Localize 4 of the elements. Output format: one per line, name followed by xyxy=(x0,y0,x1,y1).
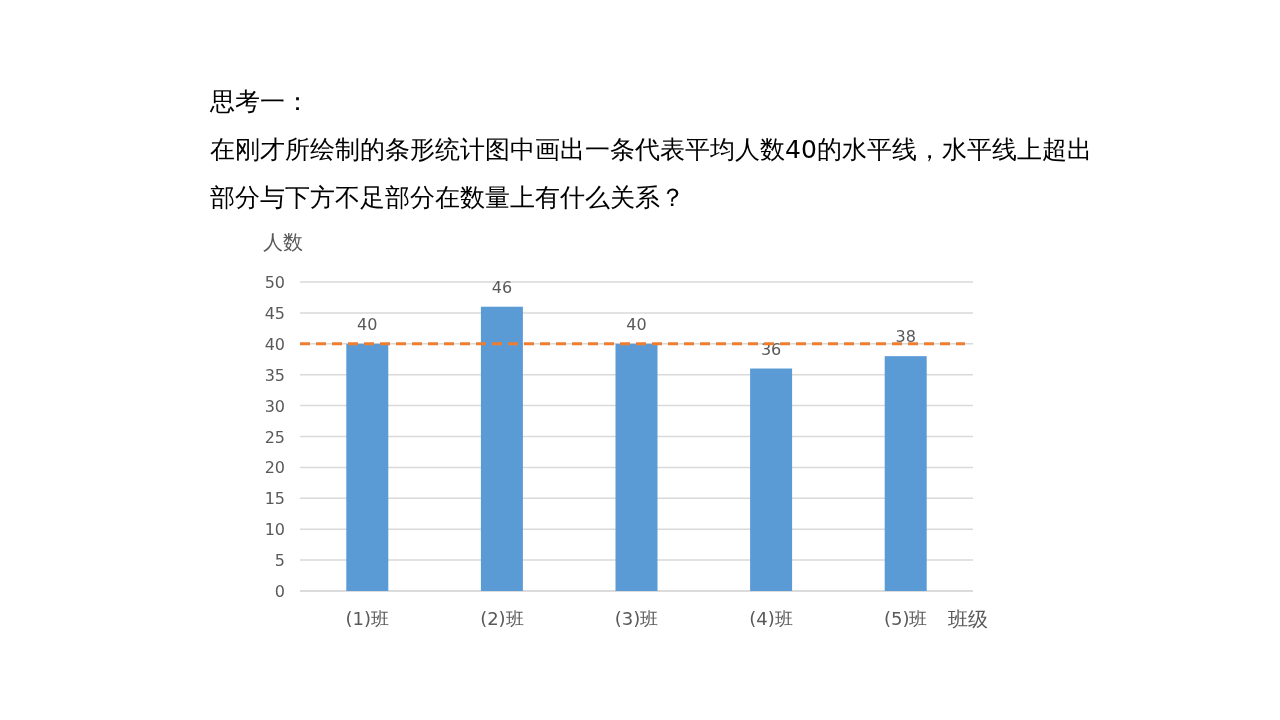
ylabel: 人数 xyxy=(263,230,303,254)
title: 思考一： xyxy=(210,86,311,118)
xlabel: 班级 xyxy=(948,607,988,631)
subtitle: 在刚才所绘制的条形统计图中画出一条代表平均人数40的水平线，水平线上超出部分与下方不足部分在数量上有什么关系？ xyxy=(210,134,1093,214)
